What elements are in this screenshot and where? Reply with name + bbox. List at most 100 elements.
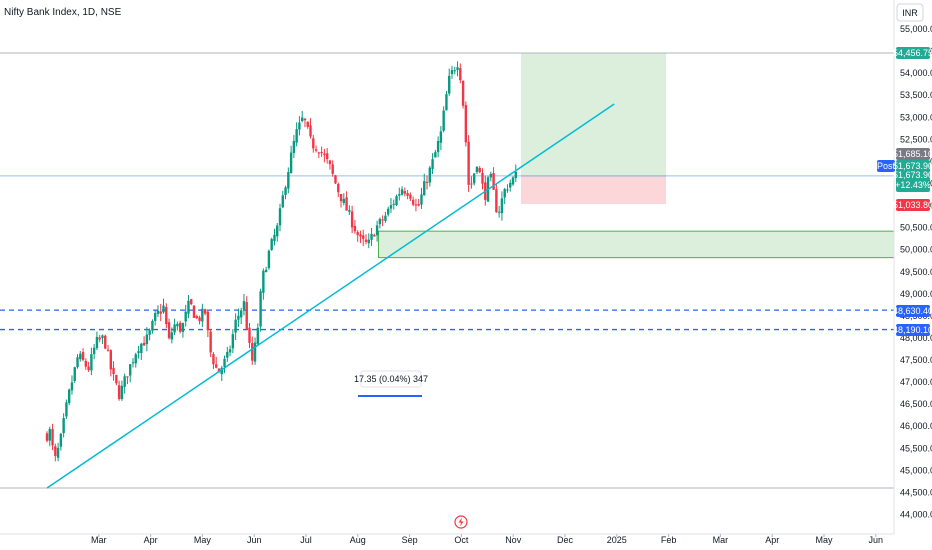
candle-body [245,302,248,329]
candle-body [153,313,157,321]
candle-body [115,374,118,384]
drawings [46,103,615,489]
candle-body [406,193,409,196]
lightning-icon[interactable] [454,515,468,529]
candle-body [170,332,174,340]
candle-body [375,225,379,236]
price-tag-level-1: 48,630.40 [893,305,932,317]
candle-body [256,327,260,344]
svg-text:54,456.75: 54,456.75 [893,48,932,58]
candle-body [70,382,74,391]
candle-body [467,141,470,185]
candle-body [506,189,509,191]
candle-body [411,199,415,205]
candle-body [90,354,93,371]
candle-body [120,385,124,400]
position-stop-zone [520,175,667,205]
price-tag-last: 51,673.90 51,673.90 +12.43% [893,160,932,192]
y-tick-label: 53,000.00 [900,112,932,122]
candle-body [248,327,251,343]
y-tick-label: 45,000.00 [900,465,932,475]
candle-body [253,342,257,362]
candle-body [278,208,282,226]
candles [45,61,517,462]
candle-body [237,315,240,320]
candle-body [342,198,346,203]
candle-body [184,311,187,322]
candle-body [395,196,398,206]
candle-body [137,351,140,354]
candle-body [79,353,82,360]
candle-body [162,305,165,313]
candle-body [59,433,63,447]
currency-button[interactable]: INR [896,3,924,22]
candle-body [159,311,162,314]
price-axis[interactable]: 55,000.0054,500.0054,000.0053,500.0053,0… [900,24,932,519]
candle-body [298,122,301,130]
candle-body [378,218,382,225]
x-tick-label: Mar [713,535,729,545]
candle-body [276,225,279,237]
y-tick-label: 44,000.00 [900,509,932,519]
candle-body [167,322,171,339]
candle-body [123,376,126,387]
candle-body [231,334,235,349]
candle-body [106,349,110,351]
x-tick-label: Jun [247,535,262,545]
candle-body [464,105,468,143]
candle-body [439,131,443,143]
time-axis[interactable]: Mar Apr May Jun Jul Aug Sep Oct Nov Dec 2025 Feb Mar… [91,534,883,545]
x-tick-label: Dec [557,535,574,545]
candle-body [312,138,315,149]
y-tick-label: 45,500.00 [900,443,932,453]
candle-body [453,70,456,72]
x-tick-label: Jun [869,535,884,545]
candle-body [314,149,318,151]
candle-body [220,367,223,375]
y-tick-label: 44,500.00 [900,487,932,497]
svg-text:51,673.90: 51,673.90 [893,170,932,180]
candle-body [295,129,298,143]
candle-body [145,334,149,345]
candle-body [497,211,501,213]
candle-body [331,164,334,174]
candle-body [450,70,454,75]
y-tick-label: 52,500.00 [900,134,932,144]
candle-body [98,337,101,340]
y-tick-label: 53,500.00 [900,90,932,100]
candle-body [176,323,179,327]
candle-body [434,152,437,158]
candle-body [420,194,423,205]
candle-body [436,140,440,153]
candle-body [281,195,284,208]
candle-body [251,343,254,361]
candle-body [362,235,365,239]
candle-body [481,172,484,184]
measure-label: 17.35 (0.04%) 347 [354,374,428,384]
x-tick-label: May [815,535,833,545]
candle-body [148,330,151,335]
candle-body [359,234,362,237]
candle-body [126,376,129,378]
candle-body [503,189,506,198]
candle-body [87,366,90,371]
candle-body [223,358,226,367]
measure-tool[interactable]: 17.35 (0.04%) 347 [354,370,428,397]
candle-body [192,305,196,318]
candle-body [459,68,462,81]
candle-body [287,172,290,189]
candle-body [348,210,351,212]
candle-body [206,311,210,331]
trendline [46,103,615,489]
candle-body [392,203,395,205]
candle-body [300,117,304,122]
candle-body [425,181,429,183]
candle-body [370,233,373,240]
candle-body [270,239,273,250]
candle-body [511,177,515,185]
candle-body [198,317,201,322]
candle-body [215,364,218,368]
candle-body [386,208,390,215]
candle-body [384,215,387,221]
